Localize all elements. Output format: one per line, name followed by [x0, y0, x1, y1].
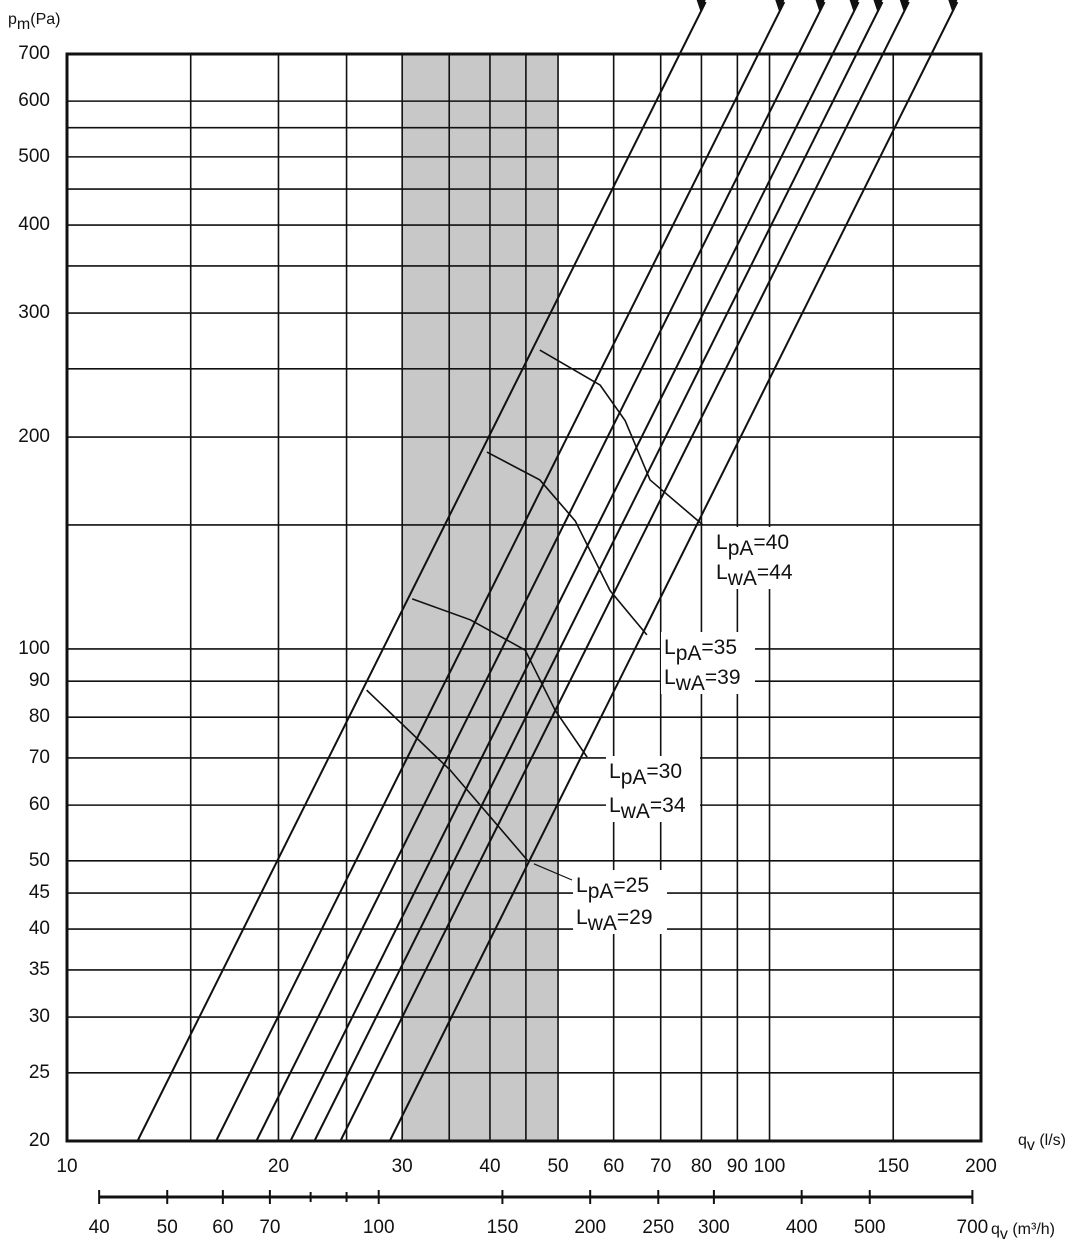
label-background: [661, 632, 755, 694]
label-background: [606, 756, 700, 822]
curve-label: LpA=25: [576, 874, 649, 903]
system-curve-extension: [797, 1, 826, 55]
arrowhead: [899, 0, 909, 12]
system-curve: [388, 53, 933, 1142]
shaded-band: [402, 54, 559, 1141]
y-tick-label: 70: [29, 747, 50, 768]
system-curve-extension: [678, 1, 707, 55]
curve-label: LwA=39: [664, 666, 741, 695]
system-curve: [215, 53, 760, 1142]
x-tick-label: 50: [547, 1156, 568, 1177]
label-background: [573, 870, 667, 934]
system-curve: [313, 53, 858, 1142]
curve-label: LpA=30: [609, 760, 682, 789]
system-curve: [339, 53, 884, 1142]
y-tick-label: 700: [18, 43, 50, 64]
y-tick-label: 80: [29, 706, 50, 727]
y-tick-label: 50: [29, 850, 50, 871]
y-tick-label: 90: [29, 670, 50, 691]
arrowhead: [696, 0, 706, 12]
arrowhead: [948, 0, 958, 12]
x2-tick-label: 400: [786, 1217, 818, 1238]
x-tick-label: 100: [754, 1156, 786, 1177]
curve-label: LwA=29: [576, 906, 653, 935]
x-axis-label: qv (l/s): [1018, 1132, 1066, 1154]
system-curve-extension: [855, 1, 884, 55]
y-tick-label: 500: [18, 146, 50, 167]
curve-label: LpA=40: [716, 531, 789, 560]
y-axis-label: pm(Pa): [8, 11, 60, 33]
x-tick-label: 60: [603, 1156, 624, 1177]
x2-tick-label: 700: [957, 1217, 989, 1238]
y-tick-label: 200: [18, 426, 50, 447]
x2-tick-label: 500: [854, 1217, 886, 1238]
system-curve-extension: [831, 1, 860, 55]
sound-curve: [366, 689, 529, 862]
x2-tick-label: 50: [157, 1217, 178, 1238]
x2-tick-label: 60: [212, 1217, 233, 1238]
sound-curve: [411, 598, 588, 758]
arrowhead: [775, 0, 785, 12]
y-tick-label: 60: [29, 794, 50, 815]
curve-label: LwA=34: [609, 794, 686, 823]
x-tick-label: 150: [877, 1156, 909, 1177]
y-tick-label: 600: [18, 90, 50, 111]
plot-frame: [65, 52, 983, 1143]
x-tick-label: 200: [965, 1156, 997, 1177]
y-tick-label: 30: [29, 1006, 50, 1027]
system-curve-extension: [930, 1, 959, 55]
x-tick-label: 70: [650, 1156, 671, 1177]
x2-tick-label: 300: [698, 1217, 730, 1238]
x2-tick-label: 70: [259, 1217, 280, 1238]
curve-label: LwA=44: [716, 561, 793, 590]
system-curve: [289, 53, 834, 1142]
system-curve-extension: [881, 1, 910, 55]
curve-label: LpA=35: [664, 636, 737, 665]
x-tick-label: 20: [268, 1156, 289, 1177]
label-background: [713, 527, 807, 589]
y-tick-label: 300: [18, 302, 50, 323]
x-tick-label: 40: [479, 1156, 500, 1177]
x2-axis-label: qv (m³/h): [991, 1221, 1055, 1243]
system-curve: [136, 53, 681, 1142]
x2-tick-label: 200: [574, 1217, 606, 1238]
x2-tick-label: 40: [89, 1217, 110, 1238]
system-curve-extension: [757, 1, 786, 55]
x-tick-label: 80: [691, 1156, 712, 1177]
y-tick-label: 35: [29, 959, 50, 980]
leader-line: [533, 863, 573, 881]
x2-tick-label: 100: [363, 1217, 395, 1238]
sound-curve: [486, 451, 648, 636]
x-tick-label: 90: [727, 1156, 748, 1177]
y-tick-label: 40: [29, 918, 50, 939]
y-tick-label: 20: [29, 1130, 50, 1151]
y-tick-label: 100: [18, 638, 50, 659]
y-tick-label: 45: [29, 882, 50, 903]
x-tick-label: 10: [56, 1156, 77, 1177]
x-tick-label: 30: [392, 1156, 413, 1177]
arrowhead: [815, 0, 825, 12]
x2-tick-label: 150: [487, 1217, 519, 1238]
system-curve: [255, 53, 800, 1142]
x2-tick-label: 250: [642, 1217, 674, 1238]
sound-curve: [539, 349, 704, 526]
y-tick-label: 400: [18, 214, 50, 235]
arrowhead: [873, 0, 883, 12]
y-tick-label: 25: [29, 1062, 50, 1083]
arrowhead: [849, 0, 859, 12]
